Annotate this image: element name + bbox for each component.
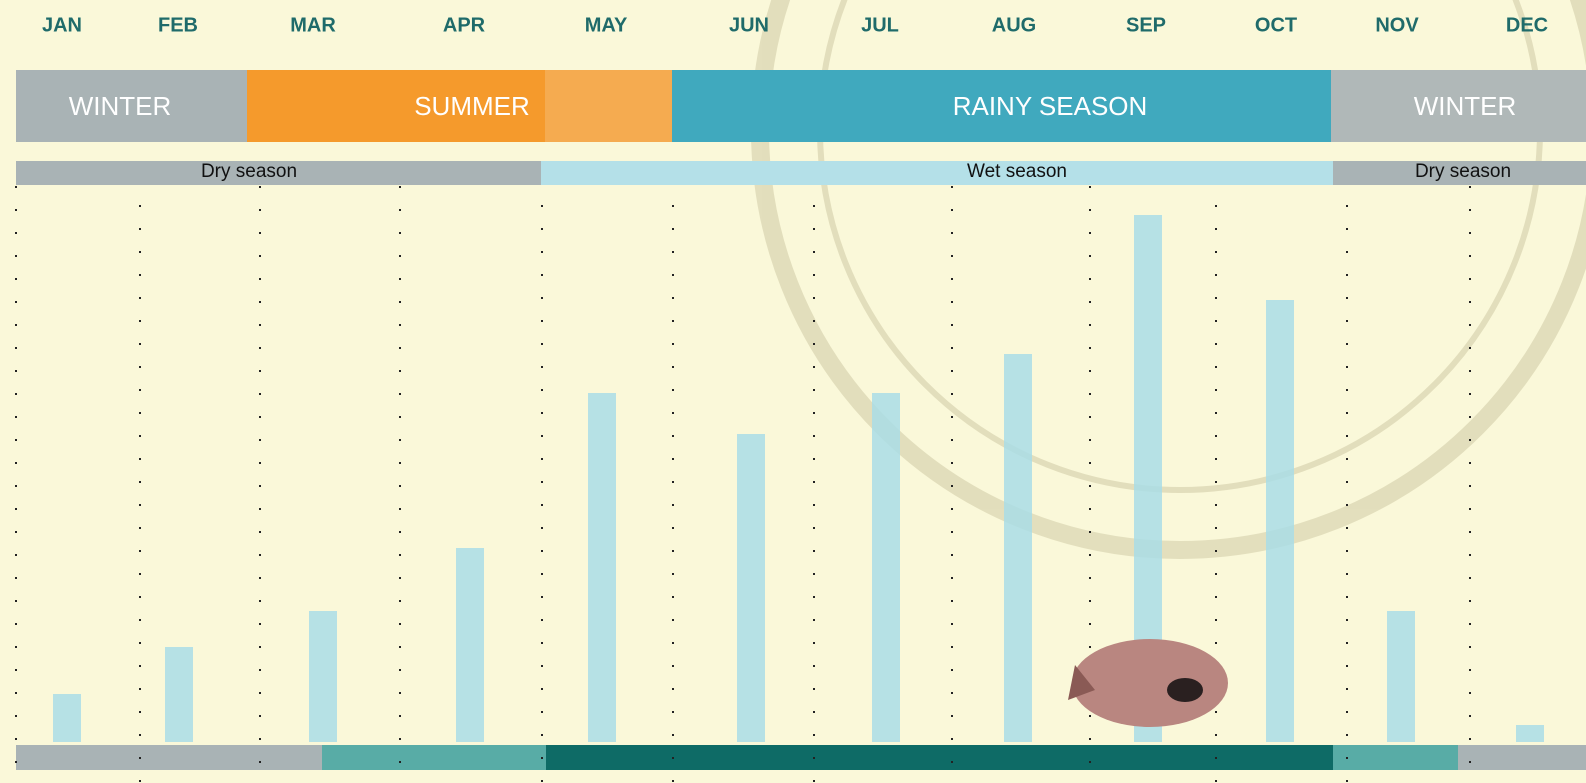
month-label: NOV: [1375, 14, 1419, 36]
period-label: Dry season: [201, 161, 297, 182]
bar: [1266, 300, 1294, 742]
bar: [309, 611, 337, 742]
month-label: JAN: [42, 14, 82, 36]
month-label: MAY: [585, 14, 628, 36]
fish-image: [1068, 639, 1228, 727]
bottom-strip: [16, 745, 1586, 770]
month-label: JUL: [861, 14, 899, 36]
bar: [588, 393, 616, 742]
month-label: OCT: [1255, 14, 1297, 36]
summer-extension: [545, 70, 672, 142]
period-band: [541, 161, 1333, 185]
month-label: AUG: [992, 14, 1036, 36]
period-label: Wet season: [967, 161, 1067, 182]
bar: [872, 393, 900, 742]
season-label: WINTER: [1414, 91, 1517, 121]
season-label: RAINY SEASON: [953, 91, 1148, 121]
bar: [1516, 725, 1544, 742]
bar: [737, 434, 765, 742]
month-label: SEP: [1126, 14, 1166, 36]
bar: [1387, 611, 1415, 742]
month-label: APR: [443, 14, 486, 36]
season-label: SUMMER: [414, 91, 530, 121]
month-label: FEB: [158, 14, 198, 36]
page: {"chart_data": {"type": "bar", "categori…: [0, 0, 1586, 783]
month-label: JUN: [729, 14, 769, 36]
bar: [456, 548, 484, 742]
bar: [53, 694, 81, 742]
period-label: Dry season: [1415, 161, 1511, 182]
bar: [1004, 354, 1032, 742]
month-label: DEC: [1506, 14, 1548, 36]
month-label: MAR: [290, 14, 336, 36]
chart: WINTER SUMMER RAINY SEASON WINTER Dry season…: [0, 0, 1586, 783]
season-label: WINTER: [69, 91, 172, 121]
bar: [165, 647, 193, 742]
